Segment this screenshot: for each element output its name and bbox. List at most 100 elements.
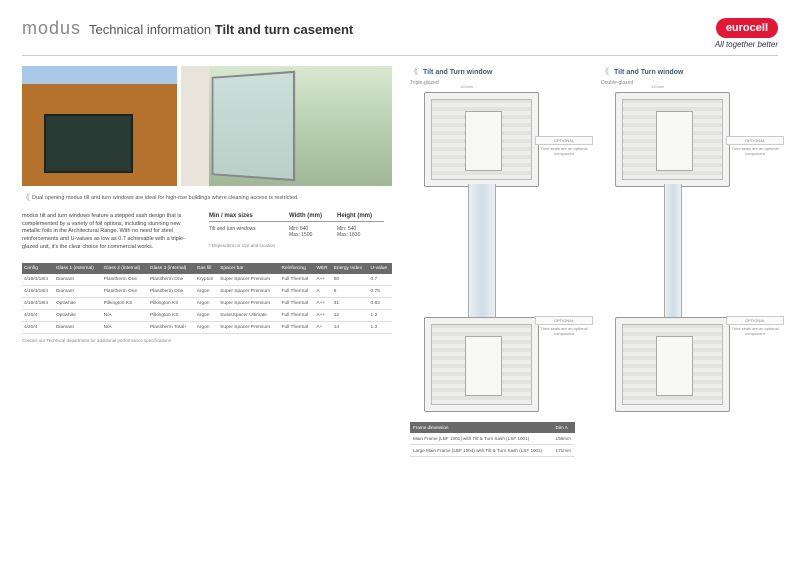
- minmax-col-height: Height (mm): [337, 213, 372, 219]
- dims-table: Frame dimensionDim A Main Frame (LBF 100…: [410, 422, 575, 457]
- cell: 31: [332, 298, 369, 310]
- callout-optional: OPTIONAL Third seals are an optional com…: [535, 136, 593, 156]
- minmax-heading: Min / max sizes: [209, 213, 289, 219]
- section-diagram: 120mm OPTIONAL Third seals are an option…: [410, 92, 589, 412]
- cell: N/A: [102, 310, 148, 322]
- cell: 4/18/4/18/4: [22, 286, 54, 298]
- callout-box: OPTIONAL: [535, 136, 593, 145]
- specs-header-row: ConfigGlass 1 (external)Glass 2 (interna…: [22, 263, 392, 274]
- cell: 4/20/4: [22, 322, 54, 334]
- specs-col: Config: [22, 263, 54, 274]
- photo-row: [22, 66, 392, 186]
- specs-col: Spacer bar: [218, 263, 279, 274]
- chevron-icon: 《: [410, 66, 416, 77]
- table-row: 4/18/4/18/4OptiwhitePilkington KSPilking…: [22, 298, 392, 310]
- product-brand: modus: [22, 18, 81, 39]
- table-row: 4/20/4OptiwhiteN/APilkington KSArgonSwis…: [22, 310, 392, 322]
- cell: Planitherm Total+: [148, 322, 195, 334]
- logo-block: eurocell All together better: [715, 18, 778, 49]
- cell: 50: [332, 274, 369, 286]
- cell: Super Spacer Premium: [218, 274, 279, 286]
- cell: 0.7: [369, 274, 392, 286]
- table-row: 4/20/4DiamantN/APlanitherm Total+ArgonSu…: [22, 322, 392, 334]
- cell: Diamant: [54, 274, 102, 286]
- cell: 4/18/4/18/4: [22, 298, 54, 310]
- cell: Super Spacer Premium: [218, 286, 279, 298]
- chevron-icon: 《: [22, 192, 28, 203]
- diagram-title-row: 《 Tilt and Turn window: [410, 66, 589, 77]
- cell: 158mm: [553, 433, 575, 445]
- specs-table: ConfigGlass 1 (external)Glass 2 (interna…: [22, 263, 392, 334]
- glass-bar: [664, 184, 682, 320]
- diagram-triple: 《 Tilt and Turn window Triple-glazed 120…: [410, 66, 589, 457]
- profile-top: [615, 92, 730, 187]
- tagline: All together better: [715, 40, 778, 49]
- content-row: 《 Dual opening modus tilt and turn windo…: [22, 66, 778, 457]
- dims-header-row: Frame dimensionDim A: [410, 422, 575, 433]
- cell: A: [314, 286, 331, 298]
- cell: Full Thermal: [280, 310, 315, 322]
- table-row: Main Frame (LBF 1001) with Tilt & Turn S…: [410, 433, 575, 445]
- minmax-row: Tilt and turn windows Min: 640 Max: 1500…: [209, 224, 384, 240]
- cell: Pilkington KS: [102, 298, 148, 310]
- callout-text: Third seals are an optional component: [726, 146, 784, 156]
- cell: 4/20/4: [22, 310, 54, 322]
- cell: Full Thermal: [280, 298, 315, 310]
- page-title: Technical information Tilt and turn case…: [89, 22, 353, 37]
- table-row: 4/18/4/18/4DiamantPlanitherm OnePlanithe…: [22, 274, 392, 286]
- callout-text: Third seals are an optional component: [535, 146, 593, 156]
- cell: Planitherm One: [102, 274, 148, 286]
- minmax-label: Tilt and turn windows: [209, 226, 289, 238]
- dims-col: Frame dimension: [410, 422, 553, 433]
- cell: 4/18/4/18/4: [22, 274, 54, 286]
- specs-col: Reinforcing: [280, 263, 315, 274]
- cell: Argon: [195, 322, 218, 334]
- cell: 14: [332, 322, 369, 334]
- datasheet-page: modus Technical information Tilt and tur…: [0, 0, 800, 566]
- diagram-double: 《 Tilt and Turn window Double-glazed 120…: [601, 66, 780, 457]
- minmax-height: Min: 540 Max: 1830: [337, 226, 360, 238]
- cell: Planitherm One: [148, 286, 195, 298]
- eurocell-logo: eurocell: [716, 18, 778, 38]
- profile-top: [424, 92, 539, 187]
- cell: Argon: [195, 286, 218, 298]
- callout-box: OPTIONAL: [726, 136, 784, 145]
- title-strong: Tilt and turn casement: [215, 22, 353, 37]
- table-row: 4/18/4/18/4DiamantPlanitherm OnePlanithe…: [22, 286, 392, 298]
- diagram-sub: Double-glazed: [601, 80, 780, 86]
- cell: Pilkington KS: [148, 298, 195, 310]
- body-row: modus tilt and turn windows feature a st…: [22, 213, 392, 251]
- cell: Diamant: [54, 322, 102, 334]
- cell: 171mm: [553, 445, 575, 457]
- cell: Super Spacer Premium: [218, 322, 279, 334]
- minmax-col-width: Width (mm): [289, 213, 337, 219]
- minmax-note: * Dependent on size and location: [209, 243, 384, 248]
- cell: Large Main Frame (LBF 1004) with Tilt & …: [410, 445, 553, 457]
- cell: Full Thermal: [280, 286, 315, 298]
- callout-optional: OPTIONAL Third seals are an optional com…: [726, 136, 784, 156]
- diagram-title: Tilt and Turn window: [614, 69, 683, 76]
- cell: Optiwhite: [54, 298, 102, 310]
- cell: Super Spacer Premium: [218, 298, 279, 310]
- table-row: Large Main Frame (LBF 1004) with Tilt & …: [410, 445, 575, 457]
- specs-col: Gas fill: [195, 263, 218, 274]
- profile-bottom: [424, 317, 539, 412]
- callout-optional: OPTIONAL Third seals are an optional com…: [726, 316, 784, 336]
- dim-label: 120mm: [651, 84, 664, 89]
- cell: 0.76: [369, 286, 392, 298]
- callout-text: Third seals are an optional component: [726, 326, 784, 336]
- callout-optional: OPTIONAL Third seals are an optional com…: [535, 316, 593, 336]
- specs-col: Energy Index: [332, 263, 369, 274]
- cell: 1.3: [369, 310, 392, 322]
- glass-bar: [468, 184, 496, 320]
- profile-bottom: [615, 317, 730, 412]
- diagram-title: Tilt and Turn window: [423, 69, 492, 76]
- cell: N/A: [102, 322, 148, 334]
- cell: A+: [314, 322, 331, 334]
- cell: Main Frame (LBF 1001) with Tilt & Turn S…: [410, 433, 553, 445]
- cell: Full Thermal: [280, 274, 315, 286]
- cell: 1.3: [369, 322, 392, 334]
- cell: A++: [314, 310, 331, 322]
- cell: 12: [332, 310, 369, 322]
- diagram-sub: Triple-glazed: [410, 80, 589, 86]
